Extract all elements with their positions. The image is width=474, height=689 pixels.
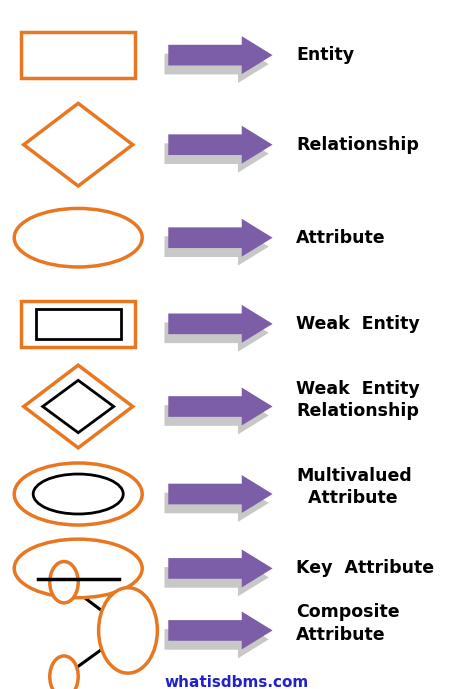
FancyArrow shape <box>164 45 269 83</box>
Text: Weak  Entity: Weak Entity <box>296 315 420 333</box>
FancyArrow shape <box>168 387 273 426</box>
Circle shape <box>99 588 157 673</box>
Polygon shape <box>43 380 114 433</box>
Circle shape <box>50 656 78 689</box>
Circle shape <box>50 562 78 603</box>
Text: Key  Attribute: Key Attribute <box>296 559 434 577</box>
Text: Multivalued
  Attribute: Multivalued Attribute <box>296 467 412 507</box>
FancyArrow shape <box>168 612 273 649</box>
Text: Attribute: Attribute <box>296 229 386 247</box>
Ellipse shape <box>14 539 142 598</box>
FancyArrow shape <box>168 550 273 587</box>
FancyArrow shape <box>164 227 269 265</box>
FancyArrow shape <box>164 397 269 435</box>
Text: Weak  Entity
Relationship: Weak Entity Relationship <box>296 380 420 420</box>
Text: whatisdbms.com: whatisdbms.com <box>165 675 309 689</box>
Ellipse shape <box>33 474 123 514</box>
FancyArrow shape <box>168 219 273 256</box>
FancyArrow shape <box>164 484 269 522</box>
FancyArrow shape <box>168 475 273 513</box>
FancyArrow shape <box>164 558 269 597</box>
FancyArrow shape <box>168 305 273 342</box>
FancyArrow shape <box>168 36 273 74</box>
Ellipse shape <box>14 208 142 267</box>
Text: Composite
Attribute: Composite Attribute <box>296 604 400 644</box>
Text: Entity: Entity <box>296 46 355 64</box>
FancyBboxPatch shape <box>36 309 121 339</box>
Text: Relationship: Relationship <box>296 136 419 154</box>
FancyBboxPatch shape <box>21 32 135 78</box>
FancyArrow shape <box>164 620 269 659</box>
Polygon shape <box>24 365 133 448</box>
FancyArrow shape <box>164 135 269 172</box>
FancyArrow shape <box>164 314 269 352</box>
Polygon shape <box>24 103 133 186</box>
FancyBboxPatch shape <box>21 301 135 347</box>
Ellipse shape <box>14 463 142 525</box>
FancyArrow shape <box>168 125 273 163</box>
